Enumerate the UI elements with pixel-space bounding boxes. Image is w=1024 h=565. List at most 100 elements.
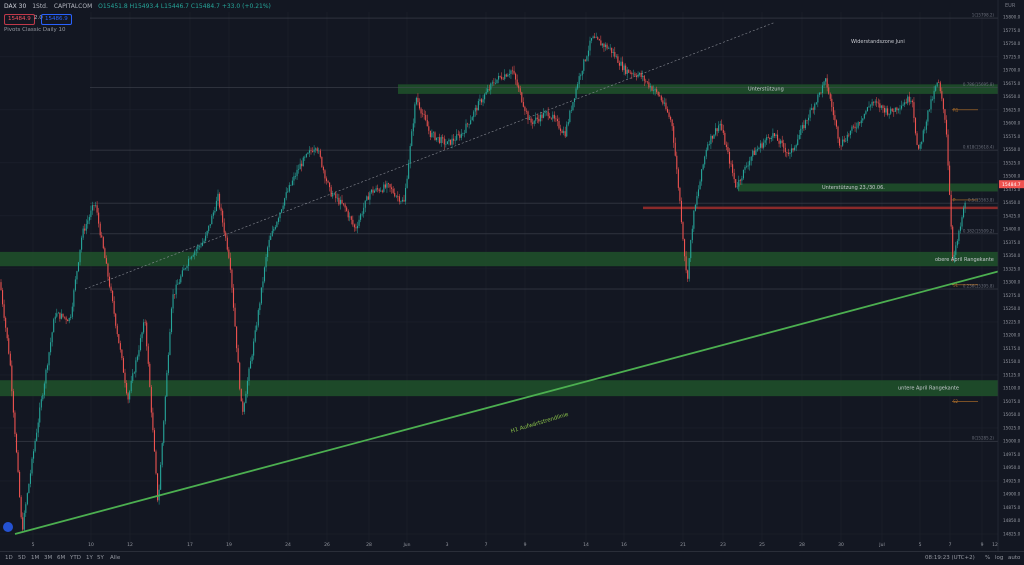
candle-body [144,322,146,323]
log-toggle[interactable]: log [995,555,1004,561]
candle-body [391,187,393,189]
auto-toggle[interactable]: auto [1008,555,1021,561]
candle-body [575,88,577,99]
time-tick-label: 14 [583,542,589,548]
candle-body [801,125,803,129]
timeframe-6m[interactable]: 6M [57,555,66,561]
candle-body [608,48,610,49]
candle-body [522,102,524,107]
candle-body [394,192,396,197]
candle-body [105,258,107,264]
timeframe-all[interactable]: Alle [110,555,121,561]
candle-body [685,256,687,271]
timeframe-1m[interactable]: 1M [31,555,40,561]
candle-body [544,111,546,114]
candle-body [398,196,400,202]
sell-button[interactable]: 15484.9 [4,14,35,25]
fib-level-label: 1(15798.2) [972,13,995,18]
clock-readout[interactable]: 08:19:23 (UTC+2) [925,555,975,561]
candle-body [870,105,872,107]
price-tick-label: 15400.0 [1003,227,1021,232]
candle-body [56,313,58,317]
candle-body [552,114,554,119]
buy-button[interactable]: 15486.9 [41,14,72,25]
candle-body [727,147,729,152]
candle-body [947,134,949,166]
interval-label[interactable]: 1Std. [32,3,48,10]
candle-body [214,210,216,213]
candle-body [538,118,540,122]
candle-body [188,258,190,266]
candle-body [491,82,493,84]
candle-body [174,294,176,295]
candle-body [598,39,600,41]
candle-body [516,79,518,86]
candle-body [437,137,439,138]
currency-label[interactable]: EUR [1005,3,1016,9]
candle-body [945,119,948,135]
candle-body [308,150,310,153]
candle-body [392,188,394,193]
candle-body [353,224,355,228]
fib-level-label: 0.236(15395.8) [963,284,995,289]
candle-body [192,255,194,257]
candle-body [637,74,639,77]
candle-body [914,118,917,134]
candle-body [329,182,331,188]
timeframe-ytd[interactable]: YTD [70,555,81,561]
time-tick-label: 23 [720,542,726,548]
candle-body [203,240,205,243]
candle-body [902,104,904,106]
candle-body [229,257,231,270]
candle-body [95,205,97,206]
timeframe-1d[interactable]: 1D [5,555,13,561]
candle-body [573,98,576,103]
candle-body [409,146,411,164]
candle-body [84,228,86,231]
candle-body [834,115,836,121]
candle-body [563,131,565,133]
pivot-label: R1 [953,107,959,112]
candle-body [697,189,700,197]
candle-body [460,133,462,138]
candle-body [279,212,281,219]
timeframe-3m[interactable]: 3M [44,555,53,561]
candle-body [28,483,30,494]
candle-body [298,169,300,170]
percent-toggle[interactable]: % [985,555,991,561]
candle-body [625,65,627,74]
time-tick-label: 7 [485,542,488,548]
timeframe-1y[interactable]: 1Y [86,555,93,561]
candle-body [480,99,483,103]
candle-body [640,72,642,78]
indicator-legend[interactable]: Pivots Classic Daily 10 [4,27,66,33]
candle-body [577,84,579,89]
candle-body [236,326,238,349]
candle-body [764,140,766,143]
candle-body [181,270,183,277]
candle-body [857,122,859,128]
candle-body [732,164,734,173]
candle-body [546,111,548,113]
timeframe-5d[interactable]: 5D [18,555,26,561]
candle-body [777,134,779,141]
annotation-upper-april: obere April Rangekante [935,257,994,263]
candle-body [85,224,87,231]
candle-body [778,140,780,144]
candle-body [511,70,514,72]
candle-body [594,36,596,38]
candle-body [680,200,682,223]
timeframe-5y[interactable]: 5Y [97,555,104,561]
candle-body [856,127,858,129]
candle-body [597,37,599,40]
candle-body [401,199,403,202]
candle-body [687,270,689,279]
symbol-name[interactable]: DAX 30 [4,3,27,10]
candle-body [366,196,368,201]
time-tick-label: 19 [226,542,232,548]
candle-body [690,240,692,259]
candle-body [104,248,106,259]
candle-body [271,230,273,237]
candle-body [643,75,645,81]
